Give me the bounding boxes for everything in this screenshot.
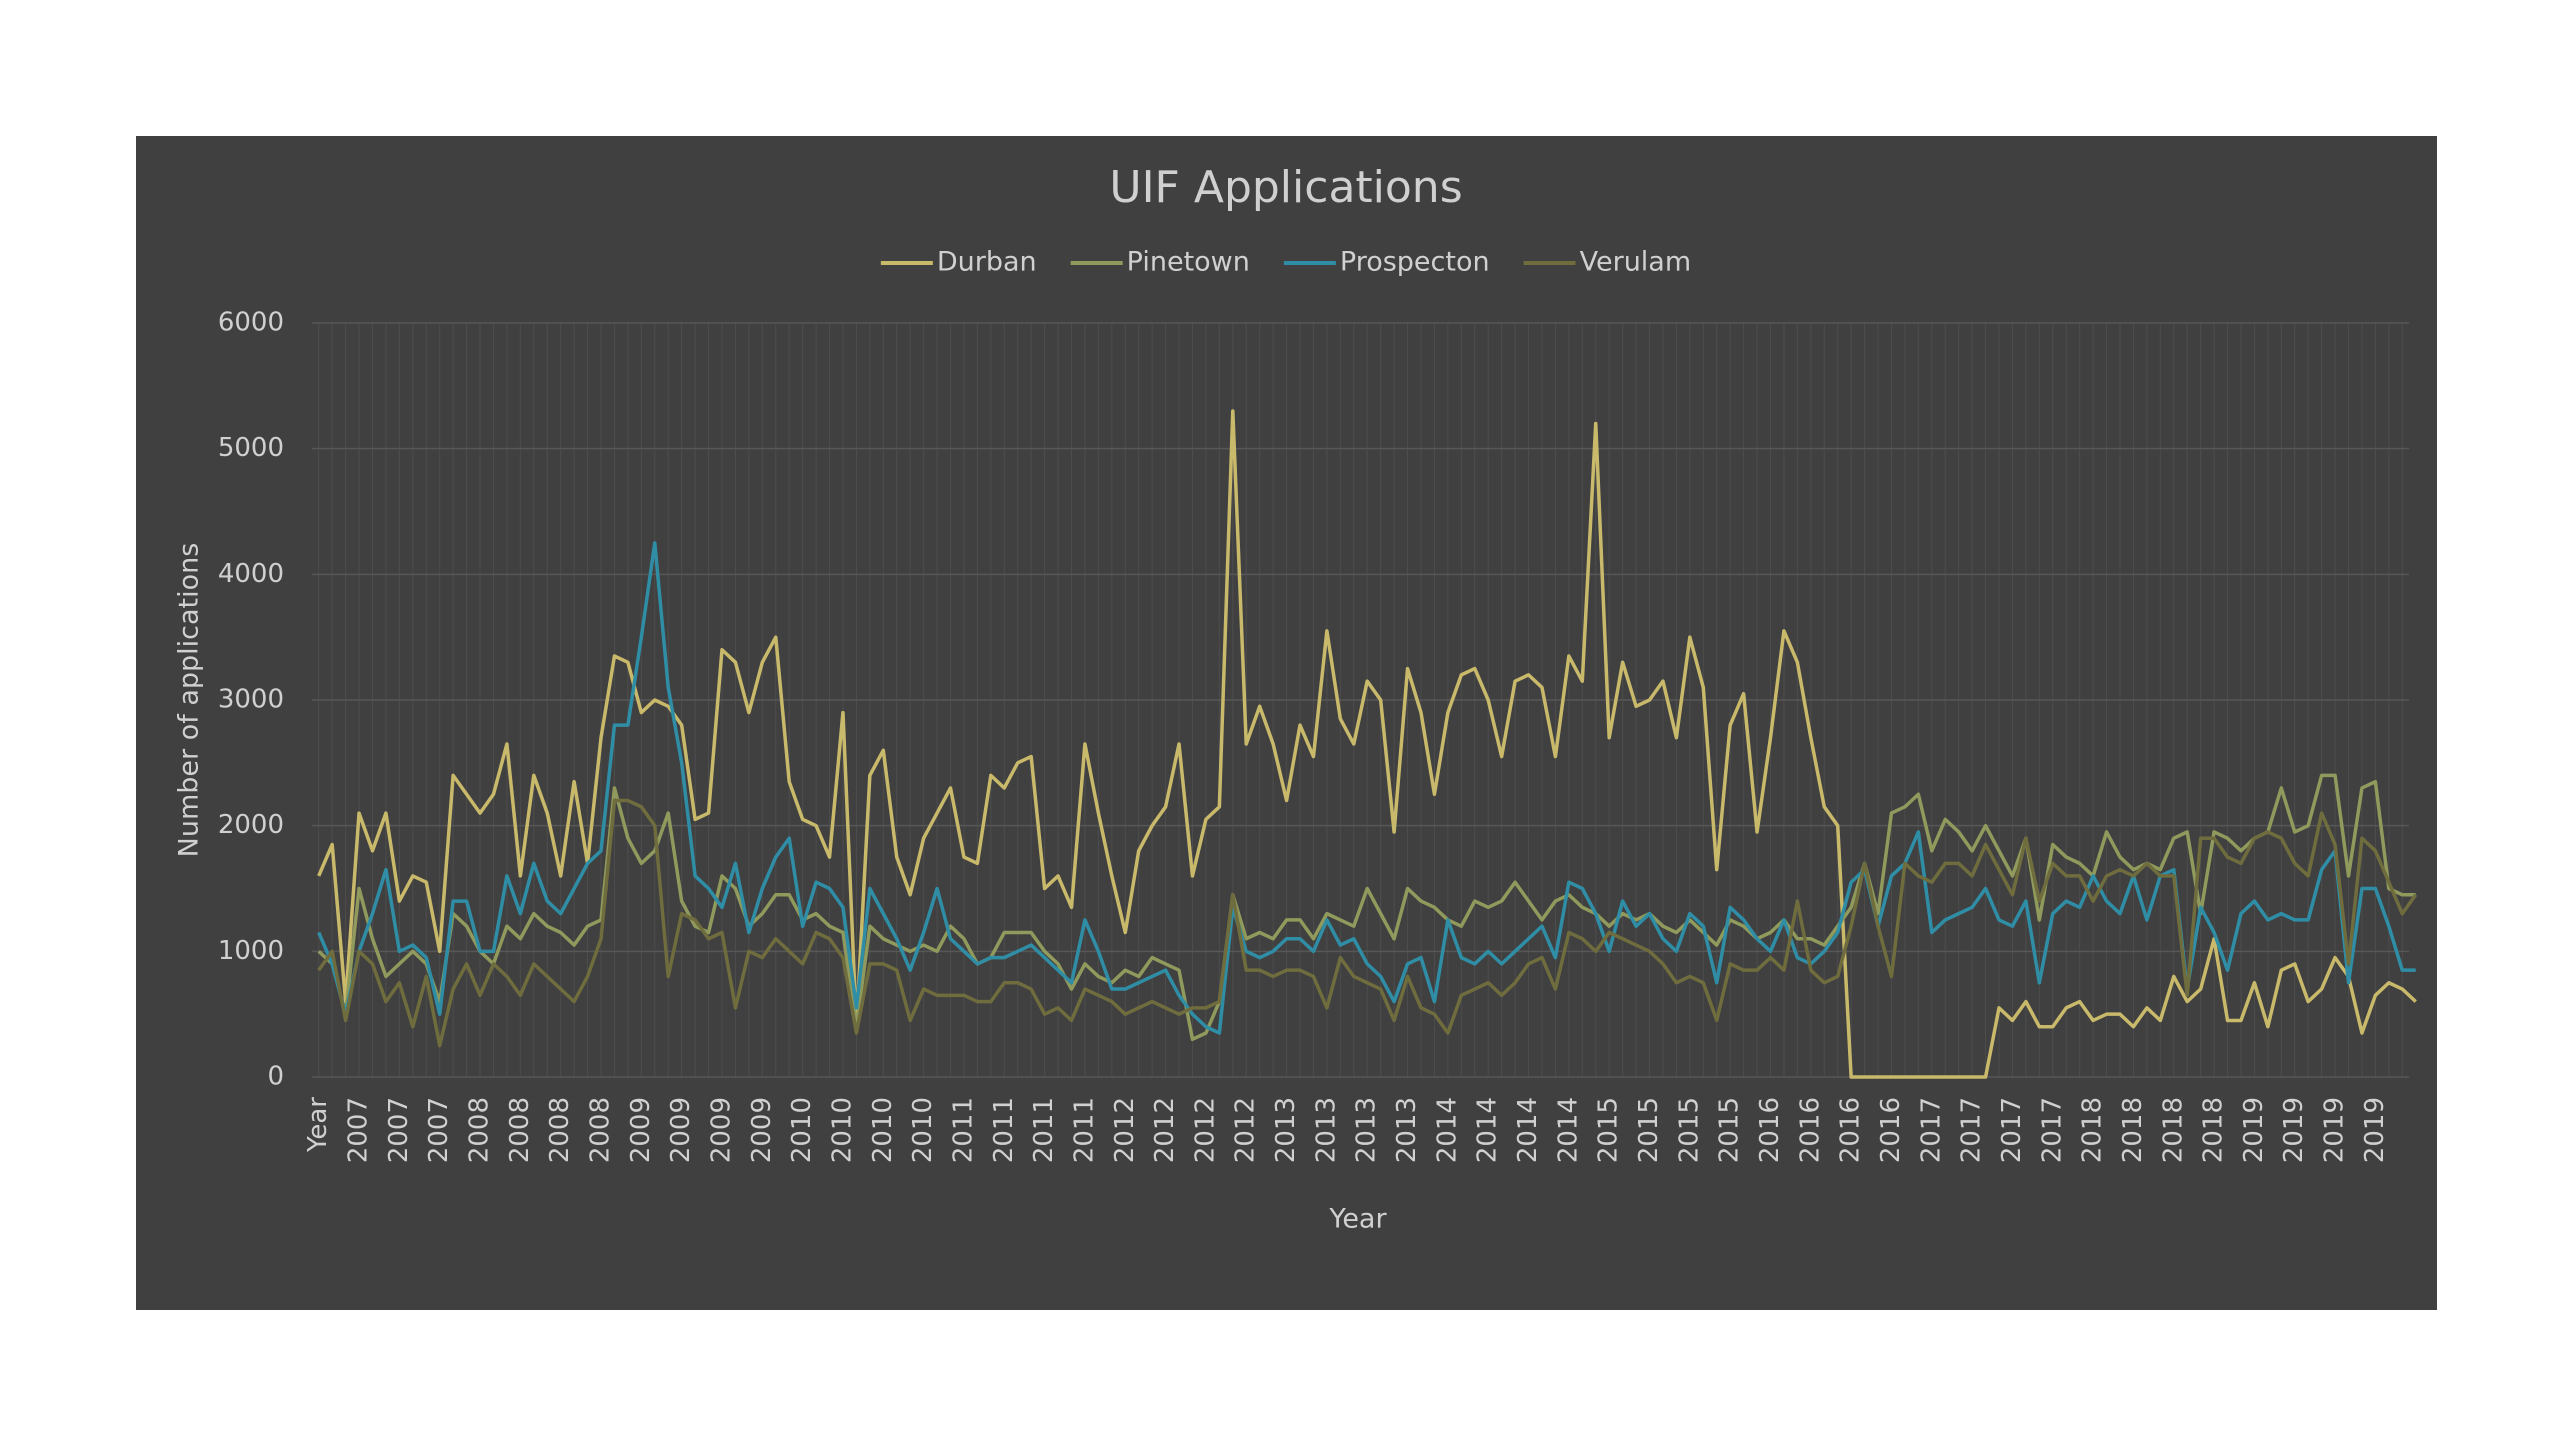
x-tick-label: 2018 bbox=[2158, 1097, 2188, 1163]
series-line bbox=[317, 409, 2417, 1079]
x-tick-label: 2009 bbox=[747, 1097, 777, 1163]
x-tick-label: 2009 bbox=[666, 1097, 696, 1163]
x-tick-label: 2013 bbox=[1271, 1097, 1301, 1163]
x-tick-label: 2018 bbox=[2078, 1097, 2108, 1163]
x-tick-label: 2019 bbox=[2279, 1097, 2309, 1163]
x-tick-label: 2014 bbox=[1513, 1097, 1543, 1163]
x-tick-label: 2015 bbox=[1674, 1097, 1704, 1163]
x-tick-label: 2019 bbox=[2239, 1097, 2269, 1163]
x-tick-label: 2015 bbox=[1594, 1097, 1624, 1163]
x-tick-label: 2008 bbox=[586, 1097, 616, 1163]
x-tick-label: 2008 bbox=[545, 1097, 575, 1163]
x-tick-label: 2010 bbox=[908, 1097, 938, 1163]
x-tick-label: 2018 bbox=[2199, 1097, 2229, 1163]
x-tick-label: 2014 bbox=[1553, 1097, 1583, 1163]
series-line bbox=[317, 773, 2416, 1042]
x-tick-label: 2016 bbox=[1795, 1097, 1825, 1163]
x-tick-label: 2009 bbox=[626, 1097, 656, 1163]
x-tick-label: 2010 bbox=[827, 1097, 857, 1163]
x-tick-label: 2019 bbox=[2320, 1097, 2350, 1163]
y-tick-label: 1000 bbox=[218, 936, 284, 966]
x-tick-label: 2016 bbox=[1755, 1097, 1785, 1163]
y-axis-title: Number of applications bbox=[174, 543, 205, 858]
y-tick-label: 6000 bbox=[218, 308, 284, 338]
x-tick-label: 2016 bbox=[1836, 1097, 1866, 1163]
x-tick-label: 2017 bbox=[1916, 1097, 1946, 1163]
x-axis-title: Year bbox=[1328, 1204, 1387, 1235]
chart-title: UIF Applications bbox=[1109, 162, 1462, 213]
x-tick-label: 2011 bbox=[948, 1097, 978, 1163]
y-tick-label: 3000 bbox=[218, 685, 284, 715]
x-tick-label: 2015 bbox=[1715, 1097, 1745, 1163]
x-tick-label: 2011 bbox=[1069, 1097, 1099, 1163]
x-tick-label: 2010 bbox=[868, 1097, 898, 1163]
x-tick-label: 2019 bbox=[2360, 1097, 2390, 1163]
x-tick-label: 2009 bbox=[706, 1097, 736, 1163]
legend-label: Verulam bbox=[1580, 247, 1692, 278]
legend-label: Durban bbox=[937, 247, 1037, 278]
x-tick-label: 2010 bbox=[787, 1097, 817, 1163]
x-tick-label: 2013 bbox=[1352, 1097, 1382, 1163]
x-tick-label: 2012 bbox=[1110, 1097, 1140, 1163]
x-tick-label: 2011 bbox=[989, 1097, 1019, 1163]
x-tick-label: 2013 bbox=[1311, 1097, 1341, 1163]
x-tick-label: 2016 bbox=[1876, 1097, 1906, 1163]
x-tick-label: 2017 bbox=[1997, 1097, 2027, 1163]
legend-label: Prospecton bbox=[1340, 247, 1490, 278]
x-tick-label: 2014 bbox=[1432, 1097, 1462, 1163]
y-tick-label: 4000 bbox=[218, 559, 284, 589]
x-tick-label: 2012 bbox=[1150, 1097, 1180, 1163]
x-tick-label: 2013 bbox=[1392, 1097, 1422, 1163]
x-tick-label: 2015 bbox=[1634, 1097, 1664, 1163]
x-tick-label: 2008 bbox=[465, 1097, 495, 1163]
x-tick-label: 2017 bbox=[2037, 1097, 2067, 1163]
legend-label: Pinetown bbox=[1127, 247, 1250, 278]
x-tick-label: 2007 bbox=[344, 1097, 374, 1163]
y-tick-label: 0 bbox=[267, 1062, 284, 1092]
series-line bbox=[317, 798, 2418, 1048]
x-tick-label: 2018 bbox=[2118, 1097, 2148, 1163]
x-tick-label: 2017 bbox=[1957, 1097, 1987, 1163]
legend: Durban Pinetown Prospecton Verulam bbox=[880, 247, 1692, 278]
x-tick-label: 2007 bbox=[384, 1097, 414, 1163]
x-tick-label: 2007 bbox=[424, 1097, 454, 1163]
y-tick-label: 5000 bbox=[218, 433, 284, 463]
x-tick-label: 2014 bbox=[1473, 1097, 1503, 1163]
x-tick-label: Year bbox=[303, 1097, 333, 1153]
x-tick-label: 2012 bbox=[1190, 1097, 1220, 1163]
x-tick-label: 2008 bbox=[505, 1097, 535, 1163]
x-tick-label: 2011 bbox=[1029, 1097, 1059, 1163]
x-tick-label: 2012 bbox=[1231, 1097, 1261, 1163]
series-line bbox=[317, 541, 2416, 1035]
y-tick-label: 2000 bbox=[218, 810, 284, 840]
